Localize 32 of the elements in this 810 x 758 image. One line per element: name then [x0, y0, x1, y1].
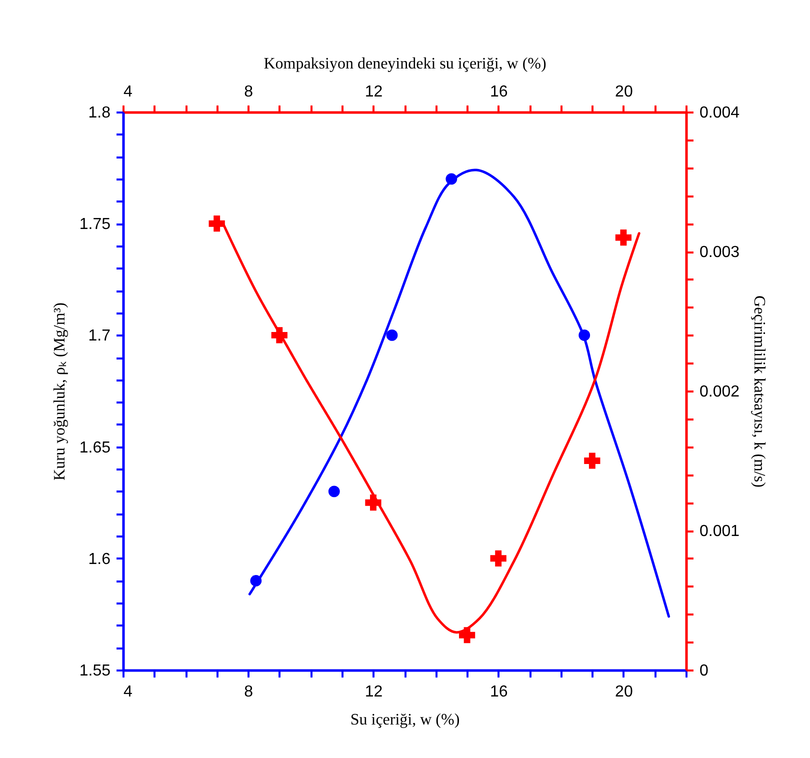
point [328, 486, 340, 498]
chart-title: Kompaksiyon deneyindeki su içeriği, w (%) [264, 56, 546, 72]
y-tick-label: 1.65 [79, 439, 111, 456]
line-series [248, 168, 670, 618]
point [584, 452, 600, 469]
y2-tick-label: 0.004 [700, 104, 740, 122]
x-tick-label: 20 [615, 84, 633, 100]
x-axis-title: Su içeriği, w (%) [350, 712, 460, 728]
x2-tick-label: 8 [244, 684, 254, 700]
y-tick-label: 1.6 [88, 550, 111, 568]
x-tick-label: 4 [124, 84, 132, 100]
x-tick-label: 12 [364, 84, 383, 100]
x2-tick-label: 20 [615, 684, 633, 700]
y2-tick-label: 0.001 [700, 523, 740, 540]
y-tick-label: 1.75 [79, 216, 111, 234]
point [386, 330, 398, 341]
x2-tick-label: 4 [124, 684, 132, 700]
y-tick-label: 1.7 [88, 328, 111, 345]
y-tick-label: 1.55 [79, 662, 111, 680]
y2-tick-label: 0.003 [700, 244, 740, 261]
point [490, 550, 506, 566]
x2-tick-label: 12 [364, 684, 383, 700]
y2-axis-title: Geçirimlilik katsayısı, k (m/s) [750, 296, 768, 488]
x2-tick-label: 16 [490, 684, 508, 700]
y-tick-label: 1.8 [88, 104, 111, 122]
y2-tick-label: 0.002 [700, 384, 740, 400]
y-axis-title: Kuru yoğunluk, ρₖ (Mg/m³) [51, 302, 68, 480]
x-tick-label: 8 [244, 84, 254, 100]
x-tick-label: 16 [490, 84, 508, 100]
point [615, 229, 632, 246]
y2-tick-label: 0 [700, 662, 708, 680]
point [208, 216, 225, 232]
